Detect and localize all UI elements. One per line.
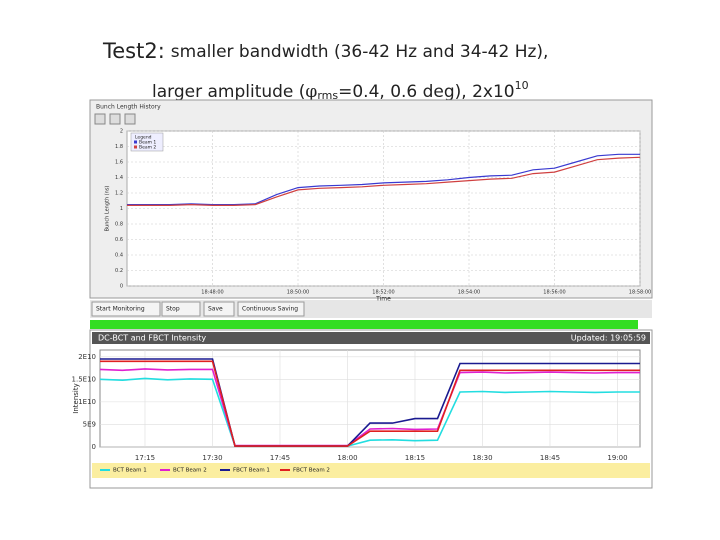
title-part: Test2: [102,39,165,63]
button[interactable] [161,301,201,317]
x-tick-label: 18:00 [337,454,357,462]
tool-button[interactable] [124,113,136,125]
y-tick-label: 5E9 [83,420,96,428]
x-tick-label: 18:58:00 [629,290,651,296]
slide-subtitle: larger amplitude (φrms=0.4, 0.6 deg), 2x… [152,79,529,102]
y-tick-label: 0.4 [115,253,123,259]
y-tick-label: 1.4 [115,175,123,181]
button[interactable] [237,301,305,317]
title-part: smaller bandwidth (36-42 Hz and 34-42 Hz… [171,42,549,62]
y-tick-label: 1E10 [78,398,96,406]
legend-label: BCT Beam 2 [173,468,207,474]
x-tick-label: 18:45 [540,454,560,462]
series-line [99,368,640,447]
legend-label: FBCT Beam 2 [293,468,330,474]
legend-label: Beam 1 [139,140,156,146]
series-line [100,358,640,447]
x-tick-label: 19:00 [607,454,627,462]
legend-strip [92,463,650,478]
window-title: Bunch Length History [96,104,161,111]
updated-label: Updated: 19:05:59 [571,334,646,343]
x-tick-label: 17:45 [270,454,290,462]
button-label: Start Monitoring [96,306,145,313]
legend-label: FBCT Beam 1 [233,468,270,474]
series-line [127,153,640,206]
legend-label: Beam 2 [139,145,156,151]
legend-label: BCT Beam 1 [113,468,147,474]
x-tick-label: 18:15 [405,454,425,462]
y-tick-label: 1.8 [115,144,123,150]
y-tick-label: 1.6 [115,160,123,166]
legend-title: Legend [135,135,152,141]
y-tick-label: 0.8 [115,222,123,228]
legend-box [130,132,164,152]
x-tick-label: 18:50:00 [287,290,309,296]
series-line [100,360,640,447]
title-part: rms [317,89,338,102]
y-tick-label: 0.6 [115,237,123,243]
x-tick-label: 17:15 [135,454,155,462]
y-tick-label: 0.2 [115,268,123,274]
title-part: =0.4, 0.6 deg), 2x10 [338,82,515,102]
y-axis-label: Bunch Length (ns) [105,186,111,232]
button-label: Stop [166,306,180,313]
legend-swatch [134,145,137,149]
plot-area [99,349,641,448]
title-part: 10 [515,79,529,92]
y-tick-label: 2 [120,129,123,135]
button-label: Save [208,306,223,313]
x-tick-label: 18:48:00 [201,290,223,296]
button-label: Continuous Saving [242,306,298,313]
y-tick-label: 0 [120,284,123,290]
y-tick-label: 1.5E10 [72,375,96,383]
x-tick-label: 18:52:00 [372,290,394,296]
y-axis-label: Intensity [72,383,80,413]
y-tick-label: 1.2 [115,191,123,197]
series-line [127,156,641,206]
y-tick-label: 1 [120,206,123,212]
panel-header [92,332,650,344]
y-tick-label: 2E10 [78,353,96,361]
legend-swatch [134,140,137,144]
button[interactable] [91,301,161,317]
series-line [99,377,640,447]
tool-button[interactable] [94,113,106,125]
title-part: larger amplitude ( [152,82,305,102]
x-tick-label: 18:54:00 [458,290,480,296]
x-axis-label: Time [375,296,391,303]
x-tick-label: 18:30 [472,454,492,462]
x-tick-label: 17:30 [202,454,222,462]
y-tick-label: 0 [92,443,96,451]
x-tick-label: 18:56:00 [543,290,565,296]
button[interactable] [203,301,235,317]
slide-title: Test2: smaller bandwidth (36-42 Hz and 34… [102,39,548,63]
chart-title: DC-BCT and FBCT Intensity [98,334,206,343]
title-part: φ [305,82,317,102]
tool-button[interactable] [109,113,121,125]
progress-bar [90,320,638,329]
